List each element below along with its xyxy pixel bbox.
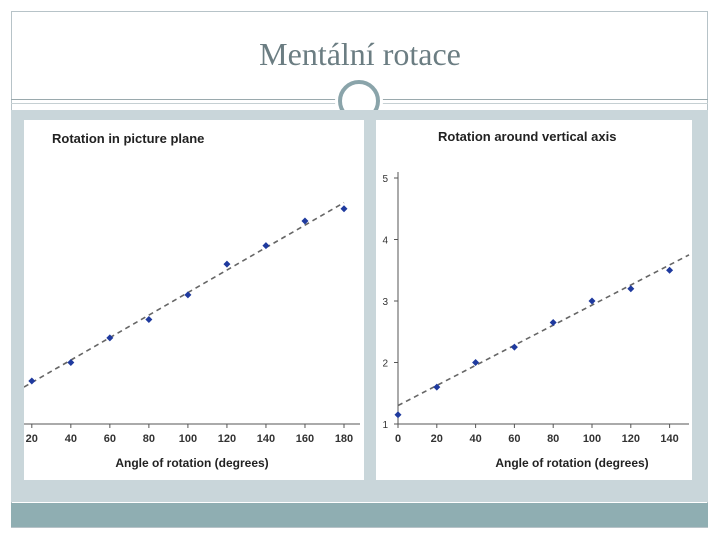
x-tick-label: 140 <box>257 433 275 445</box>
slide-title: Mentální rotace <box>259 36 461 72</box>
chart-title: Rotation around vertical axis <box>438 129 616 144</box>
data-point <box>223 260 231 268</box>
x-tick-label: 60 <box>508 433 520 445</box>
data-point <box>262 242 270 250</box>
x-tick-label: 120 <box>218 433 236 445</box>
chart-picture-plane: Rotation in picture plane 20 40 60 80 100 120… <box>23 120 364 480</box>
data-point <box>301 217 309 225</box>
data-point <box>394 411 402 419</box>
data-point <box>145 315 153 323</box>
trend-line <box>23 201 345 388</box>
data-point <box>588 297 596 305</box>
x-tick-label: 20 <box>26 433 38 445</box>
data-point <box>340 205 348 213</box>
data-point <box>106 334 114 342</box>
data-point <box>510 343 518 351</box>
chart-vertical-axis-svg: Rotation around vertical axis 0 20 40 60 80 1… <box>382 129 690 470</box>
x-tick-label: 80 <box>143 433 155 445</box>
data-point <box>627 285 635 293</box>
x-tick-label: 0 <box>395 433 401 445</box>
data-point <box>67 359 75 366</box>
x-tick-label: 180 <box>335 433 353 445</box>
x-tick-label: 40 <box>65 433 77 445</box>
y-tick-label: 3 <box>382 297 388 308</box>
x-axis-label: Angle of rotation (degrees) <box>495 456 648 470</box>
y-tick-label: 1 <box>382 420 388 431</box>
data-point <box>549 319 557 327</box>
data-point <box>472 359 480 366</box>
data-point <box>28 377 36 385</box>
data-point <box>666 266 674 274</box>
x-tick-label: 20 <box>431 433 443 445</box>
chart-title: Rotation in picture plane <box>52 131 204 146</box>
x-tick-label: 120 <box>622 433 640 445</box>
data-point <box>433 383 441 391</box>
chart-vertical-axis: Rotation around vertical axis 0 20 40 60 80 1… <box>376 120 692 480</box>
x-tick-label: 100 <box>179 433 197 445</box>
y-tick-label: 5 <box>382 174 388 185</box>
chart-picture-plane-svg: Rotation in picture plane 20 40 60 80 100 120… <box>23 131 360 470</box>
y-tick-label: 2 <box>382 359 388 370</box>
data-point <box>184 291 192 299</box>
x-tick-label: 80 <box>547 433 559 445</box>
x-tick-label: 160 <box>296 433 314 445</box>
x-axis-label: Angle of rotation (degrees) <box>115 456 268 470</box>
y-tick-label: 4 <box>382 236 388 247</box>
x-tick-label: 140 <box>660 433 678 445</box>
x-tick-label: 40 <box>469 433 481 445</box>
x-tick-label: 60 <box>104 433 116 445</box>
trend-line <box>397 254 690 407</box>
x-tick-label: 100 <box>583 433 601 445</box>
footer-bar <box>11 503 708 527</box>
